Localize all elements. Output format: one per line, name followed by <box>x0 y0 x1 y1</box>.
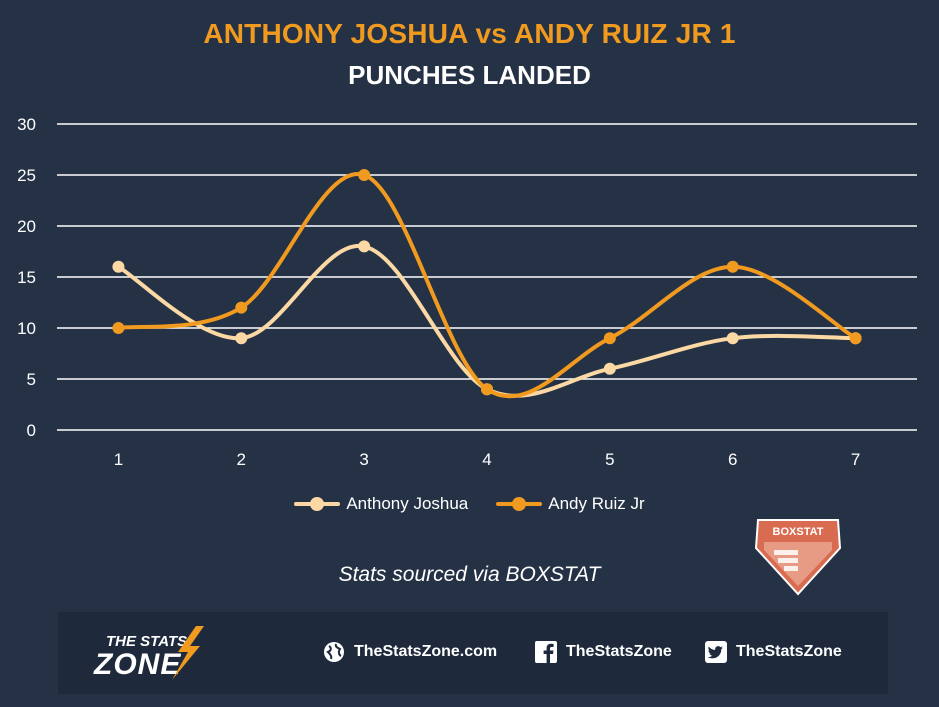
y-tick-label: 10 <box>17 319 36 338</box>
legend-label-ruiz: Andy Ruiz Jr <box>548 494 645 513</box>
legend-item-ruiz[interactable]: Andy Ruiz Jr <box>496 492 645 516</box>
series-ruiz <box>112 169 862 399</box>
data-point-ruiz[interactable] <box>726 260 739 273</box>
legend-item-joshua[interactable]: Anthony Joshua <box>294 492 468 516</box>
boxstat-logo: BOXSTAT <box>754 519 842 596</box>
facebook-icon <box>535 641 557 663</box>
globe-icon <box>324 642 344 662</box>
data-point-ruiz[interactable] <box>481 383 493 396</box>
series <box>112 169 862 399</box>
logo-bottom-text: ZONE <box>93 648 181 681</box>
thestatszone-logo[interactable]: THE STATS ZONE <box>88 624 238 684</box>
data-point-joshua[interactable] <box>112 260 125 273</box>
chart-subtitle: PUNCHES LANDED <box>348 60 591 90</box>
y-tick-label: 5 <box>27 370 36 389</box>
lightning-icon <box>172 626 204 680</box>
series-line-ruiz <box>116 172 858 399</box>
data-point-joshua[interactable] <box>358 240 371 253</box>
footer-band: THE STATS ZONE TheStatsZone.com TheStats… <box>58 612 888 694</box>
x-tick-label: 6 <box>728 450 737 469</box>
y-tick-label: 15 <box>17 268 36 287</box>
x-tick-label: 5 <box>605 450 614 469</box>
y-tick-label: 25 <box>17 166 36 185</box>
y-axis-ticks: 0 5 10 15 20 25 30 <box>17 115 36 440</box>
data-point-joshua[interactable] <box>726 332 739 345</box>
logo-top-text: THE STATS <box>106 633 187 650</box>
boxstat-shield-icon <box>754 519 842 596</box>
data-point-joshua[interactable] <box>603 362 616 375</box>
legend-swatch-joshua <box>294 492 341 516</box>
x-tick-label: 2 <box>237 450 246 469</box>
data-point-ruiz[interactable] <box>603 332 616 345</box>
y-tick-label: 0 <box>27 421 36 440</box>
data-point-joshua[interactable] <box>235 332 248 345</box>
y-tick-label: 30 <box>17 115 36 134</box>
grid <box>57 123 917 431</box>
series-joshua <box>112 240 862 398</box>
footer-link-website-label: TheStatsZone.com <box>354 643 498 660</box>
x-tick-label: 3 <box>359 450 368 469</box>
footer-link-twitter-label: TheStatsZone <box>736 643 842 660</box>
x-axis-ticks: 1 2 3 4 5 6 7 <box>114 450 861 469</box>
x-tick-label: 7 <box>851 450 860 469</box>
twitter-icon <box>705 641 727 663</box>
line-chart: 0 5 10 15 20 25 30 1 2 3 4 5 6 7 <box>17 115 917 469</box>
x-tick-label: 4 <box>482 450 491 469</box>
source-note: Stats sourced via BOXSTAT <box>338 563 601 586</box>
data-point-ruiz[interactable] <box>112 322 125 334</box>
y-tick-label: 20 <box>17 217 36 236</box>
chart-title: ANTHONY JOSHUA vs ANDY RUIZ JR 1 <box>203 18 736 49</box>
footer-link-facebook-label: TheStatsZone <box>566 643 672 660</box>
data-point-ruiz[interactable] <box>849 332 862 345</box>
footer-link-facebook[interactable]: TheStatsZone <box>534 640 672 664</box>
boxstat-logo-text: BOXSTAT <box>773 526 824 538</box>
legend: Anthony Joshua Andy Ruiz Jr <box>0 492 939 516</box>
footer-link-twitter[interactable]: TheStatsZone <box>704 640 842 664</box>
legend-label-joshua: Anthony Joshua <box>346 494 469 513</box>
footer-link-website[interactable]: TheStatsZone.com <box>322 640 497 664</box>
legend-swatch-ruiz <box>496 492 543 516</box>
x-tick-label: 1 <box>114 450 123 469</box>
data-point-ruiz[interactable] <box>358 169 371 181</box>
data-point-ruiz[interactable] <box>235 301 248 314</box>
